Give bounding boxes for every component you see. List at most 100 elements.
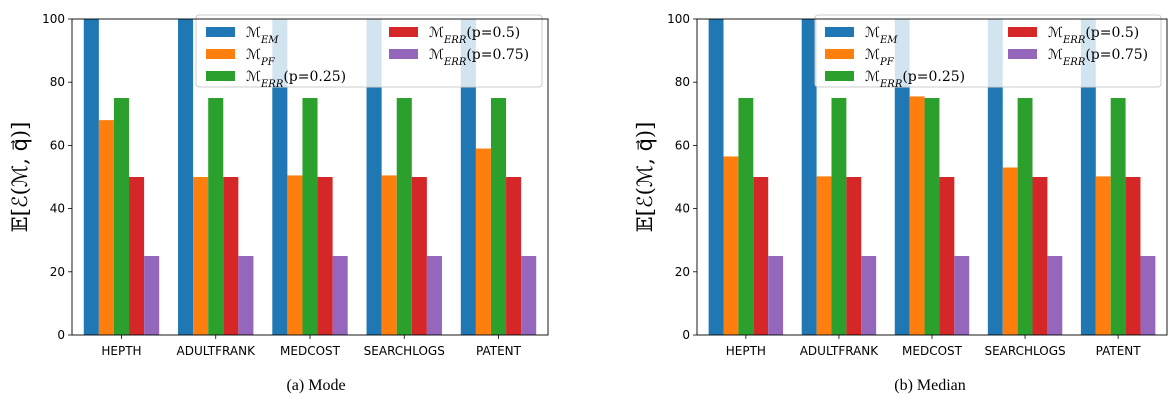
caption: (b) Median <box>894 377 966 394</box>
legend-swatch <box>206 49 235 59</box>
legend-box <box>195 14 543 88</box>
bar <box>193 177 209 335</box>
bar <box>1002 167 1018 335</box>
bar <box>738 98 754 335</box>
x-tick-label: MEDCOST <box>902 344 963 358</box>
legend-swatch <box>825 71 854 81</box>
bar <box>287 175 303 335</box>
legend-swatch <box>206 27 235 37</box>
y-tick-label: 80 <box>50 75 65 89</box>
legend-swatch <box>825 49 854 59</box>
chart-panel-2: 0 20 40 60 80 100 HEPTH ADULTFRANK MEDCOST SEARCH… <box>633 12 1168 394</box>
legend-label: ℳERR(p=0.25) <box>865 69 965 90</box>
y-tick-label: 60 <box>50 138 65 152</box>
bar <box>272 19 288 335</box>
bar <box>1095 176 1111 335</box>
legend-label: ℳERR(p=0.75) <box>1048 47 1148 68</box>
bar <box>98 120 114 336</box>
plot-frame <box>71 18 549 336</box>
bar <box>223 177 239 335</box>
y-tick-label: 0 <box>682 328 690 342</box>
legend-label: ℳPF <box>865 47 895 68</box>
bar <box>708 19 724 335</box>
x-tick-label: PATENT <box>476 344 522 358</box>
legend-label: ℳEM <box>865 25 898 46</box>
y-tick-label: 100 <box>42 12 65 26</box>
bar <box>113 98 130 335</box>
x-tick-label: SEARCHLOGS <box>984 344 1065 358</box>
bar <box>894 19 910 335</box>
bar <box>521 256 537 335</box>
bar <box>846 177 862 335</box>
bar <box>144 256 160 335</box>
y-axis-label: 𝔼[ℰ(ℳ, q⃗)] <box>8 122 32 233</box>
bar <box>1032 177 1048 335</box>
bar <box>753 177 769 335</box>
bar <box>302 98 318 335</box>
y-tick-label: 40 <box>50 202 65 216</box>
x-tick-label: PATENT <box>1096 344 1142 358</box>
bar <box>332 256 348 335</box>
bar <box>768 256 784 335</box>
y-tick-label: 80 <box>675 75 690 89</box>
legend-swatch <box>389 27 418 37</box>
bar <box>178 19 194 335</box>
bar <box>475 148 491 335</box>
legend-swatch <box>825 27 854 37</box>
bar <box>208 98 224 335</box>
legend-label: ℳPF <box>246 47 276 68</box>
x-tick-label: HEPTH <box>726 344 766 358</box>
legend-label: ℳERR(p=0.25) <box>246 69 346 90</box>
legend-swatch <box>1008 27 1037 37</box>
bar <box>1080 19 1096 335</box>
legend-swatch <box>389 49 418 59</box>
bar <box>987 19 1003 335</box>
y-tick-label: 40 <box>675 202 690 216</box>
legend-label: ℳEM <box>246 25 279 46</box>
x-tick-label: HEPTH <box>101 344 141 358</box>
bar <box>1125 177 1141 335</box>
bar <box>801 19 817 335</box>
bar <box>238 256 254 335</box>
bar <box>366 19 382 335</box>
bar <box>129 177 145 335</box>
bar <box>723 156 739 335</box>
caption: (a) Mode <box>286 377 345 394</box>
bar <box>1047 256 1063 335</box>
plot-frame <box>696 18 1168 336</box>
legend-box <box>814 14 1162 88</box>
bar <box>939 177 955 335</box>
bar <box>396 98 412 335</box>
bar <box>1110 98 1126 335</box>
chart-panel-1: 0 20 40 60 80 100 HEPTH ADULTFRANK MEDCOST SEARCH… <box>8 12 549 394</box>
bar <box>816 176 832 335</box>
legend-label: ℳERR(p=0.75) <box>429 47 529 68</box>
bar <box>83 19 99 335</box>
bar <box>909 96 925 335</box>
bar <box>1017 98 1033 335</box>
bar <box>831 98 847 335</box>
y-tick-label: 60 <box>675 138 690 152</box>
legend-swatch <box>206 71 235 81</box>
x-tick-label: ADULTFRANK <box>177 344 257 358</box>
y-tick-label: 0 <box>57 328 65 342</box>
bar <box>460 19 476 335</box>
bar <box>954 256 970 335</box>
y-tick-label: 20 <box>50 265 65 279</box>
bar <box>411 177 427 335</box>
legend-label: ℳERR(p=0.5) <box>429 25 520 46</box>
bar <box>490 98 507 335</box>
legend-swatch <box>1008 49 1037 59</box>
x-tick-label: SEARCHLOGS <box>364 344 445 358</box>
y-tick-label: 20 <box>675 265 690 279</box>
bar <box>381 175 397 335</box>
bar <box>426 256 442 335</box>
bar <box>924 98 940 335</box>
bar <box>861 256 877 335</box>
x-tick-label: MEDCOST <box>280 344 341 358</box>
y-axis-label: 𝔼[ℰ(ℳ, q⃗)] <box>633 122 657 233</box>
y-tick-label: 100 <box>667 12 690 26</box>
legend-label: ℳERR(p=0.5) <box>1048 25 1139 46</box>
bar <box>506 177 522 335</box>
